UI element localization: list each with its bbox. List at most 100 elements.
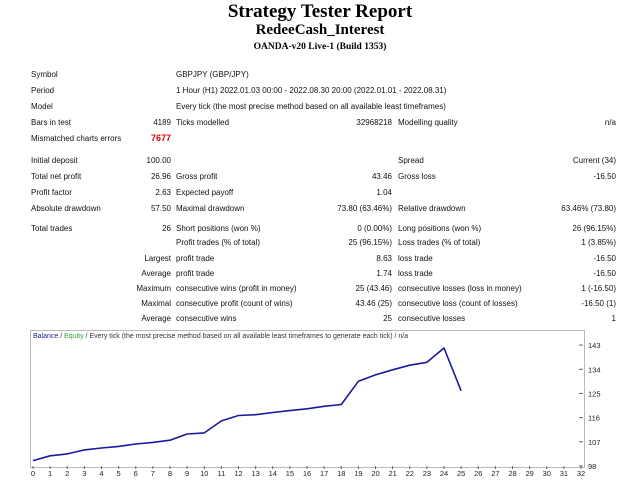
x-tick-label: 20 (371, 469, 379, 478)
y-tick-label: 116 (588, 414, 600, 423)
net-profit-value: 26.96 (150, 172, 171, 181)
ticks-label: Ticks modelled (176, 118, 230, 127)
period-label: Period (31, 86, 55, 95)
y-tick-label: 134 (588, 365, 601, 374)
balance-line (32, 347, 462, 462)
report-title: Strategy Tester Report (227, 1, 413, 22)
mismatch-value: 7677 (150, 133, 171, 143)
x-tick-label: 12 (234, 469, 242, 478)
largest-profit-trade-label: profit trade (176, 254, 215, 263)
average-profit-trade-value: 1.74 (376, 269, 392, 278)
consecutive-losses-value: 1 (611, 314, 616, 323)
x-tick-label: 17 (320, 469, 328, 478)
largest-loss-trade-value: -16.50 (593, 254, 616, 263)
x-tick-label: 27 (491, 469, 499, 478)
short-positions-value: 0 (0.00%) (357, 224, 392, 233)
x-tick-label: 3 (82, 469, 86, 478)
x-tick-label: 11 (217, 469, 225, 478)
absolute-drawdown-label: Absolute drawdown (31, 204, 101, 213)
consecutive-wins-value: 25 (383, 314, 392, 323)
absolute-drawdown-value: 57.50 (150, 204, 171, 213)
consecutive-losses-label: consecutive losses (398, 314, 466, 323)
quality-value: n/a (604, 118, 616, 127)
expected-payoff-value: 1.04 (376, 188, 392, 197)
x-tick-label: 18 (337, 469, 345, 478)
x-tick-label: 32 (577, 469, 585, 478)
consecutive-profit-count-value: 43.46 (25) (355, 299, 392, 308)
consecutive-profit-count-label: consecutive profit (count of wins) (176, 299, 293, 308)
maximal-label: Maximal (141, 299, 171, 308)
x-tick-label: 28 (508, 469, 516, 478)
symbol-label: Symbol (31, 70, 58, 79)
legend-separator: / (58, 333, 65, 340)
deposit-value: 100.00 (146, 156, 171, 165)
y-tick-label: 125 (588, 389, 601, 398)
loss-trades-label: Loss trades (% of total) (398, 238, 481, 247)
x-tick-label: 7 (151, 469, 155, 478)
x-tick-label: 1 (48, 469, 52, 478)
total-trades-label: Total trades (31, 224, 73, 233)
maximal-drawdown-value: 73.80 (63.46%) (337, 204, 392, 213)
maximum-label: Maximum (136, 284, 171, 293)
x-tick-label: 29 (525, 469, 533, 478)
x-tick-label: 5 (117, 469, 121, 478)
y-tick-label: 143 (588, 341, 601, 350)
bars-label: Bars in test (31, 118, 72, 127)
x-tick-label: 6 (134, 469, 138, 478)
x-tick-label: 0 (31, 469, 35, 478)
server-build: OANDA-v20 Live-1 (Build 1353) (253, 42, 387, 52)
consecutive-losses-money-value: 1 (-16.50) (581, 284, 616, 293)
model-label: Model (31, 102, 53, 111)
largest-label: Largest (144, 254, 171, 263)
expected-payoff-label: Expected payoff (176, 188, 234, 197)
x-tick-label: 25 (457, 469, 465, 478)
quality-label: Modelling quality (398, 118, 458, 127)
gross-loss-label: Gross loss (398, 172, 436, 181)
gross-loss-value: -16.50 (593, 172, 616, 181)
consecutive-wins-label: consecutive wins (176, 314, 237, 323)
gross-profit-label: Gross profit (176, 172, 218, 181)
x-tick-label: 2 (65, 469, 69, 478)
expert-name: RedeeCash_Interest (255, 22, 385, 38)
symbol-value: GBPJPY (GBP/JPY) (176, 70, 249, 79)
profit-trades-label: Profit trades (% of total) (176, 238, 261, 247)
x-tick-label: 15 (286, 469, 294, 478)
net-profit-label: Total net profit (31, 172, 82, 181)
model-value: Every tick (the most precise method base… (176, 102, 446, 111)
average-label: Average (141, 269, 171, 278)
x-tick-label: 14 (269, 469, 277, 478)
spread-value: Current (34) (572, 156, 616, 165)
x-tick-label: 16 (303, 469, 311, 478)
consecutive-loss-count-value: -16.50 (1) (581, 299, 616, 308)
x-tick-label: 26 (474, 469, 482, 478)
average-loss-trade-label: loss trade (398, 269, 433, 278)
relative-drawdown-label: Relative drawdown (398, 204, 466, 213)
relative-drawdown-value: 63.46% (73.80) (561, 204, 616, 213)
profit-trades-value: 25 (96.15%) (348, 238, 392, 247)
consecutive-wins-money-value: 25 (43.46) (355, 284, 392, 293)
short-positions-label: Short positions (won %) (176, 224, 261, 233)
x-tick-label: 21 (388, 469, 396, 478)
period-value: 1 Hour (H1) 2022.01.03 00:00 - 2022.08.3… (176, 86, 447, 95)
gross-profit-value: 43.46 (371, 172, 392, 181)
loss-trades-value: 1 (3.85%) (581, 238, 616, 247)
y-tick-label: 98 (588, 462, 596, 471)
consecutive-losses-money-label: consecutive losses (loss in money) (398, 284, 522, 293)
average-profit-trade-label: profit trade (176, 269, 215, 278)
deposit-label: Initial deposit (31, 156, 78, 165)
x-tick-label: 19 (354, 469, 362, 478)
mismatch-label: Mismatched charts errors (31, 134, 122, 143)
x-tick-label: 10 (200, 469, 208, 478)
ticks-value: 32968218 (356, 118, 392, 127)
consecutive-loss-count-label: consecutive loss (count of losses) (398, 299, 518, 308)
long-positions-value: 26 (96.15%) (572, 224, 616, 233)
long-positions-label: Long positions (won %) (398, 224, 482, 233)
chart-legend: Balance / Equity / Every tick (the most … (33, 333, 408, 340)
x-tick-label: 8 (168, 469, 172, 478)
x-tick-label: 30 (543, 469, 551, 478)
bars-value: 4189 (153, 118, 171, 127)
profit-factor-value: 2.63 (155, 188, 171, 197)
x-tick-label: 13 (251, 469, 259, 478)
largest-profit-trade-value: 8.63 (376, 254, 392, 263)
